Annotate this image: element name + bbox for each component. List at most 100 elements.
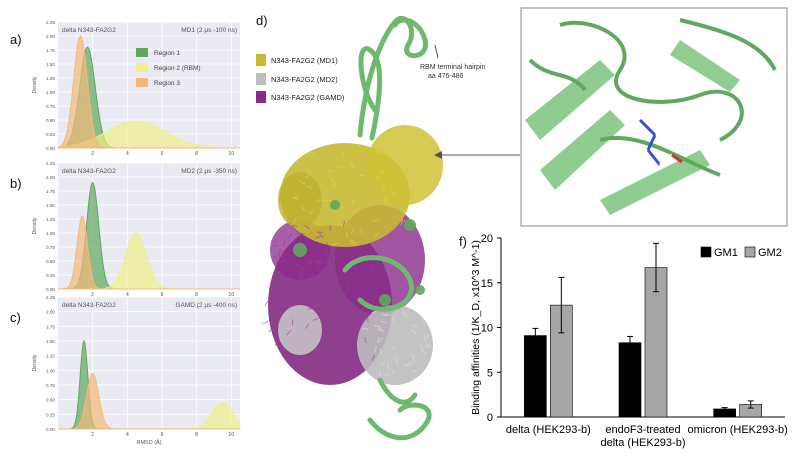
density-plot-3: 0.00 0.25 0.50 0.75 1.00 1.25 1.50 1.75 2.00 2.25… (32, 295, 240, 446)
panel-label-a: a) (10, 32, 22, 47)
plot-title: delta N343-FA2G2 (62, 27, 116, 34)
y-tick-label: 2.00 (46, 175, 55, 180)
y-tick-label: 2.25 (46, 295, 55, 300)
y-axis-label: Density (32, 354, 38, 371)
legend-swatch-md2 (256, 73, 266, 85)
y-tick-label: 1.50 (46, 339, 55, 344)
glycan-stick (307, 309, 313, 310)
x-tick-label: 6 (161, 432, 164, 438)
x-axis-label: RMSD (Å) (136, 439, 161, 446)
glycan-stick (263, 322, 269, 324)
legend-label-gamd: N343-FA2G2 (GAMD) (271, 93, 345, 102)
y-tick-label: 10 (481, 323, 493, 335)
legend-label-md2: N343-FA2G2 (MD2) (271, 75, 338, 84)
y-tick-label: 0.50 (46, 398, 55, 403)
x-tick-label: 2 (91, 151, 94, 157)
y-axis-label: Binding affinities (1/K_D, x10^3 M^-1) (470, 240, 482, 415)
bar-legend: GM1 GM2 (701, 247, 782, 259)
glycan-stick (353, 199, 354, 205)
glycan-stick (359, 175, 365, 176)
y-tick-label: 0.50 (46, 118, 55, 123)
y-tick-label: 0.25 (46, 132, 55, 137)
y-tick-label: 1.00 (46, 231, 55, 236)
legend-swatch (136, 48, 148, 57)
legend-swatch-gm2 (745, 247, 755, 257)
y-axis-label: Density (32, 217, 38, 234)
category-label: delta (HEK293-b) (601, 437, 686, 449)
bar-gm1 (524, 336, 546, 417)
y-tick-label: 0.00 (46, 287, 55, 292)
glycan-cloud-md1 (278, 125, 443, 247)
legend-label: Region 3 (154, 80, 180, 87)
y-tick-label: 20 (481, 233, 493, 245)
x-tick-label: 4 (126, 151, 129, 157)
glycan-stick (393, 316, 394, 322)
structure-legend: N343-FA2G2 (MD1) N343-FA2G2 (MD2) N343-F… (256, 54, 345, 103)
y-tick-label: 0.00 (46, 146, 55, 151)
y-tick-label: 1.00 (46, 90, 55, 95)
x-tick-label: 10 (229, 432, 235, 438)
legend-label: Region 1 (154, 50, 180, 57)
legend-label: Region 2 (RBM) (154, 65, 201, 72)
density-plot-1: 0.000.250.500.751.001.251.501.752.002.25… (32, 20, 240, 157)
legend-swatch (136, 63, 148, 72)
glycan-stick (375, 285, 381, 286)
x-tick-label: 6 (161, 151, 164, 157)
plot-run: MD1 (2 μs -100 ns) (181, 27, 237, 34)
category-label: endoF3-treated (605, 424, 680, 436)
panel-label-b: b) (10, 176, 22, 191)
x-tick-label: 2 (91, 432, 94, 438)
zoom-panel (521, 8, 787, 226)
y-tick-label: 1.25 (46, 76, 55, 81)
y-tick-label: 2.25 (46, 161, 55, 166)
hairpin-annotation-line2: aa 476-486 (428, 73, 464, 80)
hairpin-pointer (435, 45, 438, 58)
y-tick-label: 1.75 (46, 324, 55, 329)
y-tick-label: 2.00 (46, 310, 55, 315)
legend-label-gm1: GM1 (714, 247, 738, 259)
glycan-stick (337, 352, 343, 353)
legend-swatch-md1 (256, 54, 266, 66)
y-axis-label: Density (32, 76, 38, 93)
y-tick-label: 2.00 (46, 34, 55, 39)
y-tick-label: 1.25 (46, 354, 55, 359)
glycan-stick (265, 301, 268, 306)
category-label: omicron (HEK293-b) (688, 424, 788, 436)
legend-label-gm2: GM2 (758, 247, 782, 259)
y-tick-label: 1.50 (46, 203, 55, 208)
y-tick-label: 1.00 (46, 368, 55, 373)
y-tick-label: 0.75 (46, 104, 55, 109)
panel-label-f: f) (459, 234, 467, 249)
glycan-stick (369, 377, 374, 380)
x-tick-label: 8 (195, 432, 198, 438)
y-tick-label: 0.75 (46, 383, 55, 388)
glycan-stick (297, 233, 303, 234)
legend-swatch (136, 78, 148, 87)
y-tick-label: 0 (487, 412, 493, 424)
bar-gm1 (619, 343, 641, 417)
y-tick-label: 1.25 (46, 217, 55, 222)
plot-title: delta N343-FA2G2 (62, 168, 116, 175)
y-tick-label: 0.75 (46, 245, 55, 250)
y-tick-label: 0.25 (46, 273, 55, 278)
density-plot-2: 0.000.250.500.751.001.251.501.752.002.25… (32, 161, 240, 298)
legend-swatch-gm1 (701, 247, 711, 257)
plot-title: delta N343-FA2G2 (62, 302, 116, 309)
legend-swatch-gamd (256, 91, 266, 103)
y-tick-label: 1.50 (46, 62, 55, 67)
y-tick-label: 5 (487, 367, 493, 379)
y-tick-label: 1.75 (46, 189, 55, 194)
plot-run: MD2 (2 μs -350 ns) (181, 168, 237, 175)
density-plots: 0.00 0.25 0.50 0.75 1.00 1.25 1.50 1.75 2.00 2.25… (32, 20, 240, 446)
glycan-stick (318, 262, 324, 263)
x-tick-label: 8 (195, 151, 198, 157)
y-tick-label: 1.75 (46, 48, 55, 53)
category-label: delta (HEK293-b) (506, 424, 591, 436)
y-tick-label: 0.00 (46, 427, 55, 432)
y-tick-label: 0.25 (46, 412, 55, 417)
plot-run: GAMD (2 μs -400 ns) (175, 302, 237, 309)
panel-label-c: c) (10, 310, 21, 325)
glycan-stick (367, 316, 368, 322)
